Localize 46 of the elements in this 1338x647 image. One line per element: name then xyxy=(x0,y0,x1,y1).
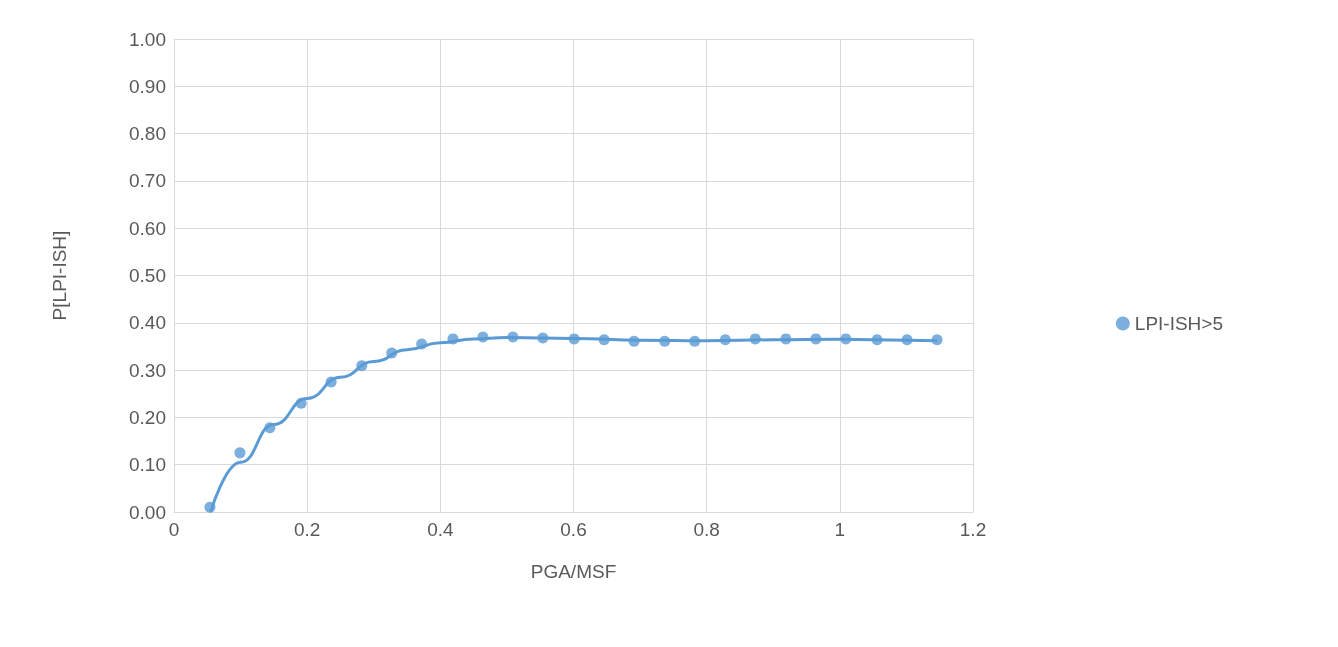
point xyxy=(901,334,913,346)
y-tick-label: 0.00 xyxy=(129,501,166,523)
point xyxy=(931,334,943,346)
y-tick-label: 0.50 xyxy=(129,265,166,286)
point xyxy=(477,331,489,343)
x-tick-label: 0.2 xyxy=(293,519,321,540)
point xyxy=(689,335,701,347)
point xyxy=(325,376,337,388)
y-tick-label: 0.90 xyxy=(129,75,166,97)
x-tick-label: 0.6 xyxy=(560,519,587,540)
y-tick-label: 0.80 xyxy=(129,123,166,145)
point xyxy=(234,447,246,459)
y-tick-label: 0.20 xyxy=(129,406,166,428)
point xyxy=(204,501,216,513)
point xyxy=(780,333,792,345)
point xyxy=(840,333,852,345)
y-tick-label: 1.00 xyxy=(129,28,166,50)
point xyxy=(810,333,822,345)
point xyxy=(871,334,883,346)
point xyxy=(598,334,610,346)
point xyxy=(356,360,368,372)
point xyxy=(264,422,276,434)
x-axis-title: PGA/MSF xyxy=(530,561,617,582)
legend-label: LPI-ISH>5 xyxy=(1134,313,1224,334)
point xyxy=(568,333,580,345)
point xyxy=(749,333,761,345)
point xyxy=(628,335,640,347)
x-tick-label: 1 xyxy=(834,519,846,540)
x-tick-label: 1.2 xyxy=(959,519,987,540)
y-tick-label: 0.60 xyxy=(129,217,166,239)
point xyxy=(719,334,731,346)
point xyxy=(507,331,519,343)
y-tick-label: 0.70 xyxy=(129,170,166,192)
y-axis-title: P[LPI-ISH] xyxy=(49,230,70,321)
x-tick-label: 0 xyxy=(168,519,180,540)
point xyxy=(295,397,307,409)
point xyxy=(537,332,549,344)
y-tick-label: 0.30 xyxy=(129,359,166,381)
point xyxy=(659,335,671,347)
point xyxy=(416,338,428,350)
x-tick-label: 0.8 xyxy=(693,519,720,540)
point xyxy=(447,333,459,345)
x-tick-label: 0.4 xyxy=(427,519,454,540)
y-tick-label: 0.40 xyxy=(129,312,166,334)
point xyxy=(386,347,398,359)
y-tick-label: 0.10 xyxy=(129,454,166,476)
